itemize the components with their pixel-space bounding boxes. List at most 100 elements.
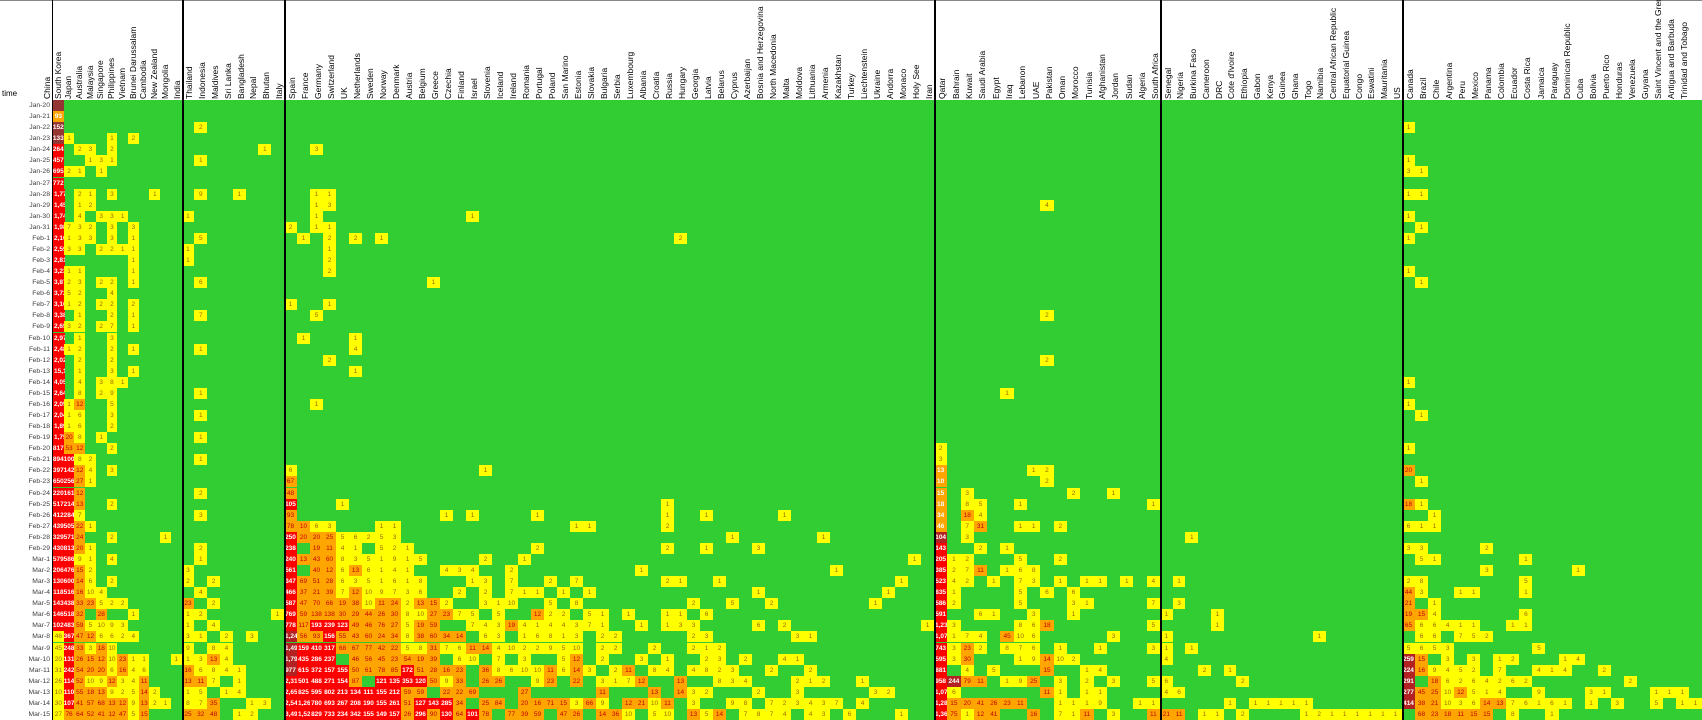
heatmap-cell-ecuador-mar-4[interactable]: 1 [1519, 587, 1533, 599]
heatmap-cell-malaysia-feb-2[interactable]: 2 [95, 243, 107, 255]
heatmap-cell-south-africa-mar-15[interactable]: 21 [1160, 708, 1173, 720]
heatmap-cell-hungary-mar-15[interactable]: 13 [687, 708, 700, 720]
heatmap-cell-italy-mar-11[interactable]: 977 [284, 664, 297, 676]
heatmap-cell-serbia-mar-6[interactable]: 1 [622, 609, 635, 621]
heatmap-cell-north-macedonia-mar-10[interactable]: 4 [778, 653, 791, 665]
heatmap-cell-azerbaijan-feb-29[interactable]: 3 [752, 542, 765, 554]
heatmap-cell-slovakia-mar-10[interactable]: 2 [596, 653, 609, 665]
heatmap-cell-austria-mar-13[interactable]: 59 [414, 686, 427, 698]
heatmap-cell-germany-mar-8[interactable]: 156 [323, 631, 336, 643]
heatmap-cell-france-jan-30[interactable]: 1 [310, 210, 323, 222]
heatmap-cell-ireland-mar-9[interactable]: 2 [518, 642, 531, 654]
heatmap-cell-germany-feb-29[interactable]: 11 [323, 542, 336, 554]
heatmap-cell-austria-mar-12[interactable]: 120 [414, 675, 427, 687]
heatmap-cell-slovenia-mar-6[interactable]: 5 [492, 609, 505, 621]
heatmap-cell-afghanistan-mar-15[interactable]: 3 [1106, 708, 1121, 720]
heatmap-cell-philippines-mar-10[interactable]: 23 [117, 653, 128, 665]
heatmap-cell-egypt-mar-14[interactable]: 23 [1000, 697, 1014, 709]
heatmap-cell-japan-mar-15[interactable]: 64 [74, 708, 86, 720]
heatmap-cell-netherlands-mar-5[interactable]: 10 [362, 598, 375, 610]
heatmap-cell-philippines-feb-14[interactable]: 1 [117, 376, 128, 388]
heatmap-cell-iran-feb-28[interactable]: 104 [934, 531, 948, 543]
heatmap-cell-australia-jan-28[interactable]: 1 [85, 188, 96, 200]
heatmap-cell-drc-mar-11[interactable]: 1 [1223, 664, 1237, 676]
heatmap-cell-norway-mar-6[interactable]: 30 [388, 609, 401, 621]
heatmap-cell-liechtenstein-mar-13[interactable]: 3 [869, 686, 882, 698]
heatmap-cell-luxembourg-mar-7[interactable]: 1 [635, 620, 648, 632]
heatmap-cell-san-marino-mar-10[interactable]: 12 [570, 653, 583, 665]
heatmap-cell-vietnam-feb-2[interactable]: 1 [128, 243, 139, 255]
heatmap-cell-france-jan-28[interactable]: 1 [310, 188, 323, 200]
heatmap-cell-us-feb-14[interactable]: 1 [1402, 376, 1416, 388]
heatmap-cell-austria-mar-14[interactable]: 127 [414, 697, 427, 709]
heatmap-cell-morocco-mar-11[interactable]: 1 [1080, 664, 1094, 676]
heatmap-cell-south-korea-feb-16[interactable]: 1 [63, 398, 75, 410]
heatmap-cell-singapore-feb-11[interactable]: 2 [106, 343, 118, 355]
heatmap-cell-malta-mar-12[interactable]: 2 [791, 675, 804, 687]
heatmap-cell-croatia-feb-27[interactable]: 2 [661, 520, 674, 532]
heatmap-cell-japan-feb-7[interactable]: 2 [74, 299, 86, 311]
heatmap-cell-thailand-feb-19[interactable]: 1 [194, 432, 208, 444]
heatmap-cell-morocco-mar-12[interactable]: 2 [1080, 675, 1094, 687]
heatmap-cell-malaysia-mar-14[interactable]: 68 [95, 697, 107, 709]
heatmap-cell-france-jan-24[interactable]: 3 [310, 144, 323, 156]
heatmap-cell-canada-feb-27[interactable]: 1 [1415, 520, 1429, 532]
heatmap-cell-lebanon-mar-10[interactable]: 9 [1027, 653, 1041, 665]
heatmap-cell-italy-feb-24[interactable]: 48 [284, 487, 297, 499]
heatmap-cell-mongolia-mar-10[interactable]: 1 [170, 653, 182, 665]
heatmap-cell-india-mar-8[interactable]: 3 [181, 631, 195, 643]
heatmap-cell-mexico-mar-12[interactable]: 4 [1480, 675, 1494, 687]
heatmap-cell-uk-mar-13[interactable]: 134 [349, 686, 362, 698]
heatmap-cell-singapore-feb-15[interactable]: 9 [106, 387, 118, 399]
heatmap-cell-russia-mar-7[interactable]: 3 [674, 620, 687, 632]
heatmap-cell-czechia-mar-6[interactable]: 7 [453, 609, 466, 621]
heatmap-cell-thailand-mar-15[interactable]: 32 [194, 708, 208, 720]
heatmap-cell-sri-lanka-jan-28[interactable]: 1 [232, 188, 246, 200]
heatmap-cell-thailand-jan-22[interactable]: 2 [194, 122, 208, 134]
heatmap-cell-denmark-mar-10[interactable]: 54 [401, 653, 414, 665]
heatmap-cell-us-jan-22[interactable]: 1 [1402, 122, 1416, 134]
heatmap-cell-azerbaijan-mar-4[interactable]: 1 [752, 587, 765, 599]
heatmap-cell-czechia-mar-10[interactable]: 6 [453, 653, 466, 665]
heatmap-cell-uk-feb-10[interactable]: 1 [349, 332, 362, 344]
heatmap-cell-sweden-feb-1[interactable]: 1 [375, 232, 388, 244]
heatmap-cell-afghanistan-mar-8[interactable]: 3 [1106, 631, 1121, 643]
heatmap-cell-burkina-faso-mar-11[interactable]: 2 [1198, 664, 1211, 676]
heatmap-cell-saudi-arabia-mar-15[interactable]: 41 [987, 708, 1001, 720]
heatmap-cell-australia-feb-27[interactable]: 1 [85, 520, 96, 532]
heatmap-cell-jamaica-mar-15[interactable]: 1 [1545, 708, 1559, 720]
heatmap-cell-croatia-mar-11[interactable]: 4 [661, 664, 674, 676]
heatmap-cell-norway-mar-10[interactable]: 23 [388, 653, 401, 665]
heatmap-cell-canada-mar-6[interactable]: 15 [1415, 609, 1429, 621]
heatmap-cell-thailand-feb-11[interactable]: 1 [194, 343, 208, 355]
heatmap-cell-china-feb-29[interactable]: 430 [53, 542, 64, 554]
heatmap-cell-netherlands-mar-4[interactable]: 10 [362, 587, 375, 599]
heatmap-cell-spain-mar-7[interactable]: 117 [297, 620, 310, 632]
heatmap-cell-hungary-mar-14[interactable]: 3 [687, 697, 700, 709]
heatmap-cell-south-korea-mar-15[interactable]: 76 [63, 708, 75, 720]
heatmap-cell-peru-mar-11[interactable]: 2 [1467, 664, 1481, 676]
heatmap-cell-bulgaria-mar-11[interactable]: 2 [609, 664, 622, 676]
heatmap-cell-ecuador-mar-12[interactable]: 2 [1519, 675, 1533, 687]
heatmap-cell-denmark-mar-3[interactable]: 1 [401, 576, 414, 588]
heatmap-cell-india-mar-11[interactable]: 16 [181, 664, 195, 676]
heatmap-cell-us-jan-26[interactable]: 3 [1402, 166, 1416, 178]
heatmap-cell-iraq-mar-14[interactable]: 11 [1013, 697, 1028, 709]
heatmap-cell-south-korea-mar-14[interactable]: 107 [63, 697, 75, 709]
heatmap-cell-italy-mar-2[interactable]: 561 [284, 565, 297, 577]
heatmap-cell-thailand-feb-17[interactable]: 1 [194, 410, 208, 422]
heatmap-cell-norway-mar-5[interactable]: 24 [388, 598, 401, 610]
heatmap-cell-austria-mar-10[interactable]: 19 [414, 653, 427, 665]
heatmap-cell-australia-feb-23[interactable]: 1 [85, 476, 96, 488]
heatmap-cell-iraq-mar-4[interactable]: 5 [1013, 587, 1028, 599]
heatmap-cell-malaysia-mar-9[interactable]: 18 [95, 642, 107, 654]
heatmap-cell-liechtenstein-mar-5[interactable]: 1 [869, 598, 882, 610]
heatmap-cell-romania-mar-12[interactable]: 9 [531, 675, 544, 687]
heatmap-cell-japan-feb-11[interactable]: 2 [74, 343, 86, 355]
heatmap-cell-germany-feb-7[interactable]: 1 [323, 299, 336, 311]
heatmap-cell-lebanon-mar-12[interactable]: 25 [1027, 675, 1041, 687]
heatmap-cell-thailand-feb-15[interactable]: 1 [194, 387, 208, 399]
heatmap-cell-maldives-mar-10[interactable]: 4 [220, 653, 233, 665]
heatmap-cell-china-feb-3[interactable]: 2,812 [53, 255, 65, 267]
heatmap-cell-kuwait-mar-14[interactable]: 41 [973, 697, 988, 709]
